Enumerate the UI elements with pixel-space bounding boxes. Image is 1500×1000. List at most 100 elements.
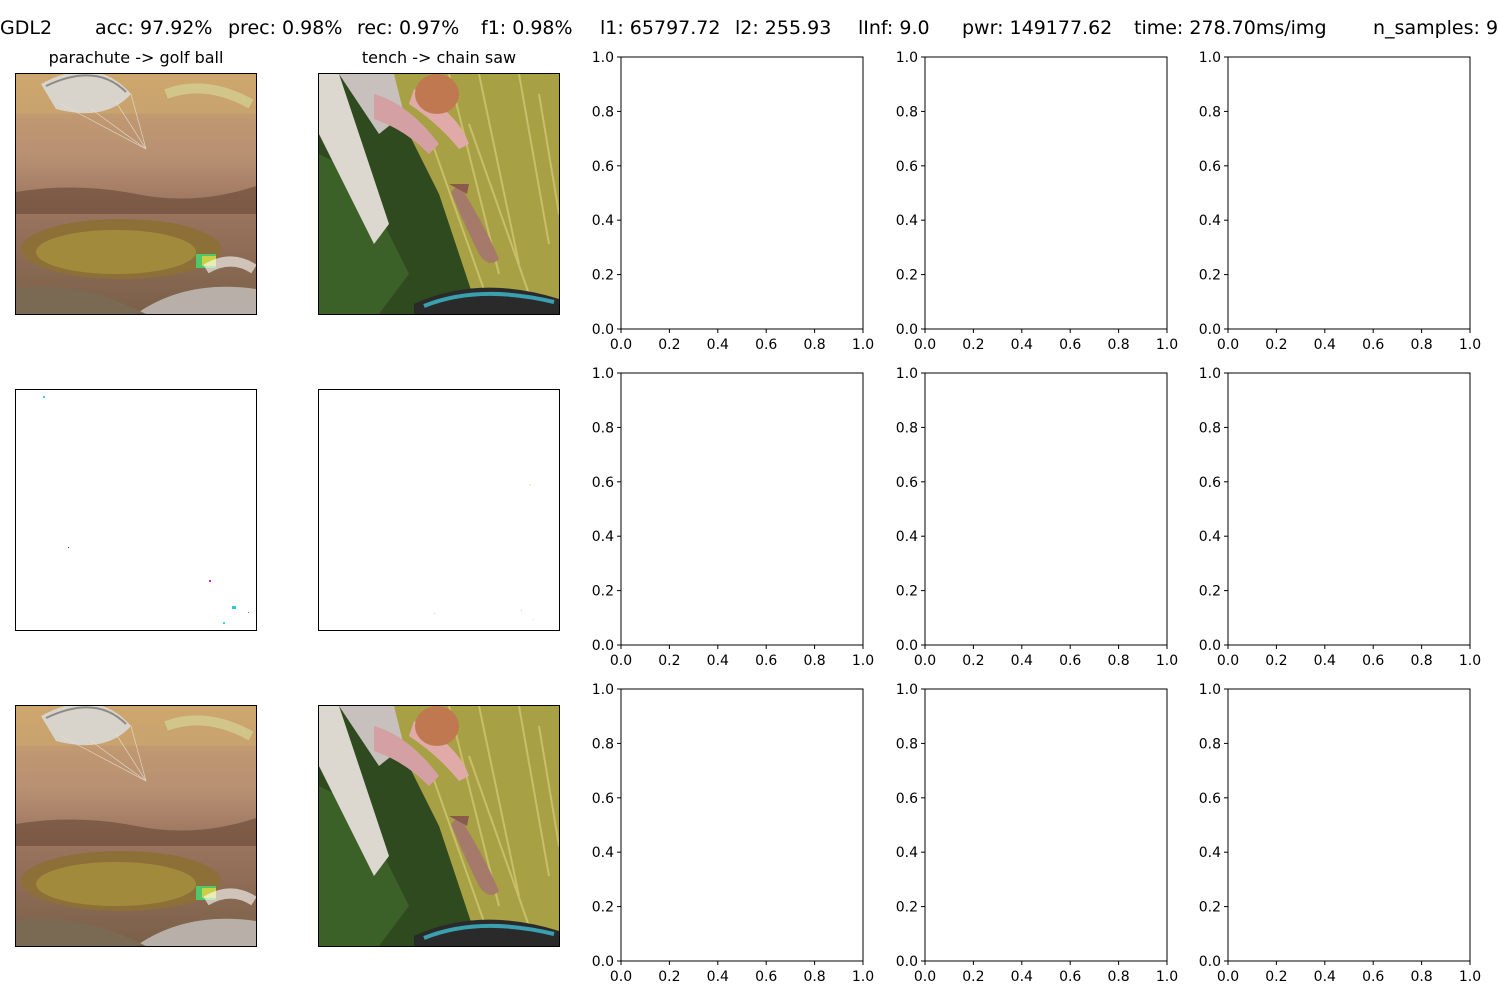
x-tick-label: 0.2 (962, 653, 984, 669)
x-tick-label: 0.6 (1362, 969, 1384, 985)
x-tick-label: 0.2 (658, 653, 680, 669)
x-tick-label: 0.2 (1265, 653, 1287, 669)
empty-axes-r2-c2: 0.0 0.2 0.4 0.6 0.8 1.0 0.0 0.2 0.4 0.6 0.8 1.0 (896, 366, 1178, 669)
tench-scene (319, 74, 559, 314)
x-tick-label: 1.0 (852, 653, 874, 669)
y-tick-label: 0.2 (592, 268, 614, 284)
x-tick-label: 0.6 (1059, 969, 1081, 985)
x-tick-label: 0.0 (914, 337, 936, 353)
x-tick-label: 0.4 (1011, 653, 1033, 669)
y-tick-label: 1.0 (592, 366, 614, 382)
axes-frame (620, 372, 864, 646)
x-tick-label: 0.0 (1217, 337, 1239, 353)
y-tick-label: 0.6 (896, 475, 918, 491)
x-tick-label: 1.0 (852, 337, 874, 353)
x-tick-label: 0.0 (1217, 969, 1239, 985)
parachute-adv-scene (16, 706, 256, 946)
y-tick-label: 0.4 (592, 213, 614, 229)
x-tick-label: 0.4 (707, 969, 729, 985)
x-tick-label: 1.0 (1156, 337, 1178, 353)
x-tick-label: 0.0 (610, 969, 632, 985)
x-tick-label: 1.0 (1459, 969, 1481, 985)
axes-frame (620, 688, 864, 962)
y-tick-label: 0.2 (896, 900, 918, 916)
y-tick-label: 0.0 (896, 954, 918, 970)
x-tick-label: 0.8 (1107, 969, 1129, 985)
axes-frame (924, 372, 1168, 646)
x-tick-label: 0.8 (803, 653, 825, 669)
x-tick-label: 0.2 (962, 969, 984, 985)
stats-header: GDL2 acc: 97.92% prec: 0.98% rec: 0.97% … (0, 0, 1500, 56)
y-tick-label: 0.2 (1199, 268, 1221, 284)
x-tick-label: 0.0 (914, 969, 936, 985)
y-tick-label: 0.6 (592, 791, 614, 807)
empty-axes-r3-c1: 0.0 0.2 0.4 0.6 0.8 1.0 0.0 0.2 0.4 0.6 0.8 1.0 (592, 682, 874, 985)
empty-axes-r3-c2: 0.0 0.2 0.4 0.6 0.8 1.0 0.0 0.2 0.4 0.6 0.8 1.0 (896, 682, 1178, 985)
tench-adv-scene (319, 706, 559, 946)
y-tick-label: 0.4 (896, 213, 918, 229)
empty-axes-r1-c3: 0.0 0.2 0.4 0.6 0.8 1.0 0.0 0.2 0.4 0.6 0.8 1.0 (1199, 50, 1481, 353)
y-tick-label: 0.4 (592, 845, 614, 861)
y-tick-label: 0.0 (592, 954, 614, 970)
y-tick-label: 0.8 (1199, 420, 1221, 436)
y-tick-label: 0.6 (1199, 475, 1221, 491)
y-tick-label: 1.0 (592, 682, 614, 698)
x-tick-label: 0.4 (1314, 337, 1336, 353)
parachute-scene (16, 74, 256, 314)
tench-perturbation-image (318, 389, 560, 631)
y-tick-label: 0.6 (592, 159, 614, 175)
stat-acc: acc: 97.92% (95, 17, 213, 39)
x-tick-label: 0.0 (610, 653, 632, 669)
y-tick-label: 0.6 (1199, 791, 1221, 807)
x-tick-label: 0.8 (1410, 969, 1432, 985)
y-tick-label: 1.0 (592, 50, 614, 66)
x-tick-label: 0.6 (755, 653, 777, 669)
y-tick-label: 0.8 (1199, 736, 1221, 752)
x-tick-label: 0.4 (707, 337, 729, 353)
y-tick-label: 0.4 (1199, 213, 1221, 229)
x-tick-label: 0.2 (658, 337, 680, 353)
y-tick-label: 0.0 (896, 638, 918, 654)
method-label: GDL2 (0, 17, 53, 39)
x-tick-label: 0.4 (1011, 969, 1033, 985)
x-tick-label: 1.0 (1459, 653, 1481, 669)
y-tick-label: 0.6 (1199, 159, 1221, 175)
x-tick-label: 0.6 (1059, 337, 1081, 353)
parachute-noise (16, 390, 256, 630)
y-tick-label: 0.4 (896, 845, 918, 861)
x-tick-label: 1.0 (852, 969, 874, 985)
x-tick-label: 0.2 (658, 969, 680, 985)
x-tick-label: 1.0 (1156, 969, 1178, 985)
y-tick-label: 0.0 (592, 638, 614, 654)
y-tick-label: 0.8 (592, 736, 614, 752)
x-tick-label: 0.6 (755, 337, 777, 353)
x-tick-label: 0.0 (914, 653, 936, 669)
x-tick-label: 0.8 (1410, 337, 1432, 353)
y-tick-label: 0.8 (592, 420, 614, 436)
x-tick-label: 0.2 (962, 337, 984, 353)
axes-frame (924, 56, 1168, 330)
x-tick-label: 0.6 (1362, 337, 1384, 353)
y-tick-label: 0.0 (1199, 954, 1221, 970)
y-tick-label: 0.8 (1199, 104, 1221, 120)
y-tick-label: 0.8 (896, 420, 918, 436)
y-tick-label: 0.2 (592, 900, 614, 916)
stat-linf: lInf: 9.0 (858, 17, 930, 39)
y-tick-label: 0.8 (896, 736, 918, 752)
y-tick-label: 0.2 (896, 268, 918, 284)
empty-axes-r3-c3: 0.0 0.2 0.4 0.6 0.8 1.0 0.0 0.2 0.4 0.6 0.8 1.0 (1199, 682, 1481, 985)
stat-prec: prec: 0.98% (228, 17, 343, 39)
tench-noise (319, 390, 559, 630)
parachute-perturbation-image (15, 389, 257, 631)
axes-frame (1227, 688, 1471, 962)
y-tick-label: 1.0 (1199, 50, 1221, 66)
y-tick-label: 1.0 (896, 366, 918, 382)
y-tick-label: 0.4 (1199, 529, 1221, 545)
y-tick-label: 0.0 (1199, 638, 1221, 654)
y-tick-label: 1.0 (896, 682, 918, 698)
stat-n-samples: n_samples: 9 (1373, 17, 1499, 39)
y-tick-label: 0.2 (1199, 584, 1221, 600)
x-tick-label: 0.8 (803, 337, 825, 353)
tench-adversarial-image (318, 705, 560, 947)
x-tick-label: 0.8 (803, 969, 825, 985)
